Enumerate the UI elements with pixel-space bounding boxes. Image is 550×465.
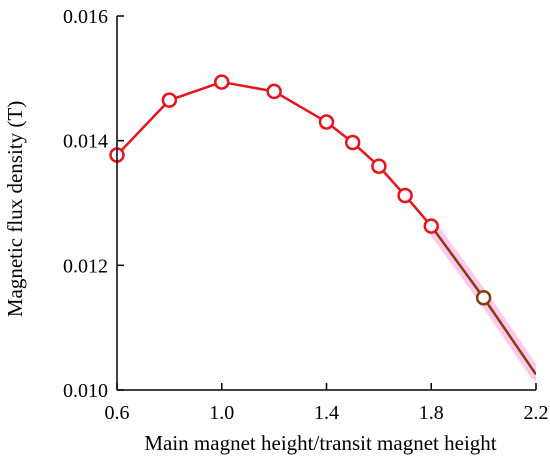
data-point-series-1 — [161, 92, 178, 108]
y-tick-label: 0.014 — [63, 131, 108, 153]
y-tick-label: 0.012 — [63, 255, 108, 277]
data-point-series-1 — [266, 83, 282, 100]
x-tick-label: 1.8 — [419, 402, 444, 424]
x-tick-label: 2.2 — [524, 402, 549, 424]
x-axis-title: Main magnet height/transit magnet height — [144, 431, 496, 455]
data-point-series-1 — [318, 114, 335, 130]
data-point-series-2 — [475, 289, 492, 306]
axes: 0.6 1.0 1.4 1.8 2.2 0.010 0.012 0.014 0.016 — [63, 6, 549, 424]
data-point-series-1 — [214, 74, 230, 90]
x-tick-label: 1.4 — [314, 402, 339, 424]
plot-area — [109, 74, 536, 381]
data-point-series-1 — [397, 187, 413, 204]
y-tick-label: 0.010 — [63, 380, 108, 402]
y-axis-title: Magnetic flux density (T) — [3, 101, 27, 317]
x-tick-label: 0.6 — [105, 402, 130, 424]
data-point-series-1 — [371, 158, 387, 174]
data-point-series-1 — [344, 134, 361, 151]
data-point-series-1 — [423, 218, 439, 234]
x-tick-label: 1.0 — [209, 402, 234, 424]
y-tick-label: 0.016 — [63, 6, 108, 28]
